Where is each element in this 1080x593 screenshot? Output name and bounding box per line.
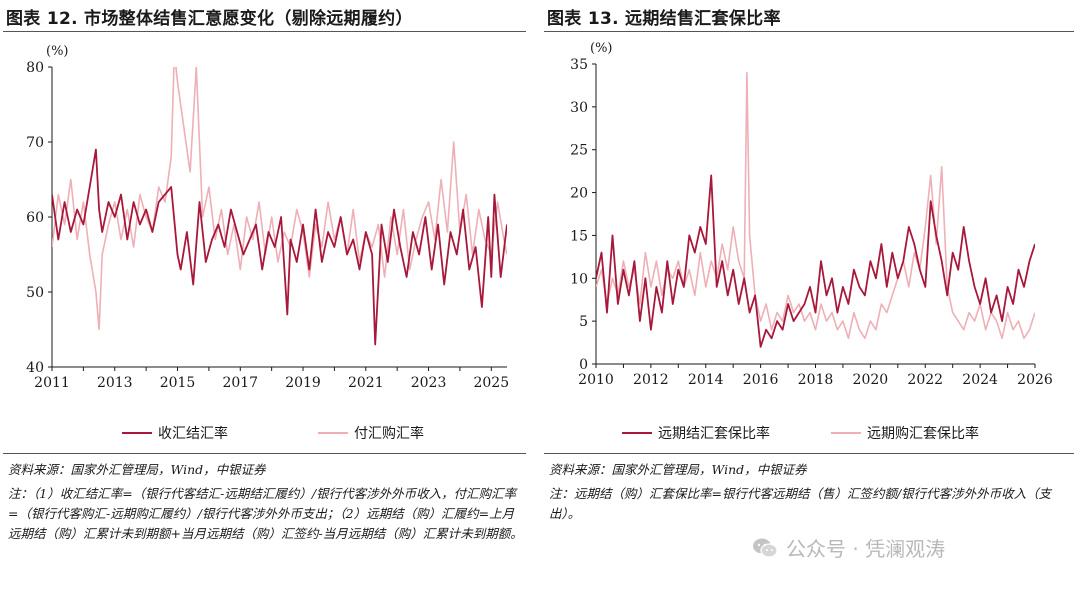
right-y-tick-label: 25	[570, 143, 588, 159]
watermark-text: 公众号 · 凭澜观涛	[786, 537, 946, 561]
right-y-tick-label: 30	[570, 100, 588, 116]
watermark: 公众号 · 凭澜观涛	[752, 533, 945, 562]
left-x-tick-label: 2021	[348, 375, 384, 391]
left-x-tick-label: 2011	[34, 375, 70, 391]
right-legend-swatch-2	[831, 431, 861, 435]
right-series-line-2	[596, 71, 1035, 340]
left-legend-item-1: 收汇结汇率	[122, 423, 228, 443]
right-y-unit-label: (%)	[590, 41, 613, 56]
left-x-tick-label: 2019	[285, 375, 321, 391]
right-x-tick-label: 2018	[798, 372, 834, 388]
right-title-rule	[544, 31, 1074, 32]
left-title-rule	[3, 31, 526, 32]
right-source: 资料来源：国家外汇管理局，Wind，中银证券	[549, 462, 807, 477]
left-chart-title: 图表 12. 市场整体结售汇意愿变化（剔除远期履约）	[6, 9, 413, 29]
right-y-tick-label: 10	[570, 271, 588, 287]
right-legend-item-2: 远期购汇套保比率	[831, 423, 979, 443]
right-note: 注：远期结（购）汇套保比率=银行代客远期结（售）汇签约额/银行代客涉外外币收入（…	[549, 486, 1052, 521]
left-y-tick-label: 80	[26, 60, 44, 76]
right-y-tick-label: 35	[570, 57, 588, 73]
left-source: 资料来源：国家外汇管理局，Wind，中银证券	[8, 462, 266, 477]
left-x-tick-label: 2017	[222, 375, 258, 391]
right-y-tick-label: 15	[570, 228, 588, 244]
left-y-tick-label: 60	[26, 210, 44, 226]
left-x-tick-label: 2013	[97, 375, 133, 391]
right-x-tick-label: 2014	[688, 372, 724, 388]
left-chart-panel: 图表 12. 市场整体结售汇意愿变化（剔除远期履约） 40 50 60 70 80 (%)…	[0, 0, 532, 593]
right-chart-title: 图表 13. 远期结售汇套保比率	[547, 9, 781, 29]
right-x-tick-label: 2010	[578, 372, 614, 388]
right-y-tick-label: 20	[570, 186, 588, 202]
right-x-tick-label: 2024	[962, 372, 998, 388]
left-footer-rule	[3, 453, 526, 454]
right-chart-panel: 图表 13. 远期结售汇套保比率 0 5 10 15 20 25 30 35 (%) 2010 20…	[541, 0, 1080, 593]
left-legend-label-2: 付汇购汇率	[354, 426, 424, 442]
left-legend-swatch-1	[122, 431, 152, 435]
right-chart-plot: 0 5 10 15 20 25 30 35(%) 2010 2012 2014 2016 2018 202…	[570, 41, 1053, 388]
left-y-tick-label: 40	[26, 360, 44, 376]
right-y-tick-label: 5	[579, 314, 588, 330]
left-legend-item-2: 付汇购汇率	[318, 423, 424, 443]
left-legend-label-1: 收汇结汇率	[158, 426, 228, 442]
right-series-line-1	[596, 174, 1035, 348]
right-x-tick-label: 2020	[853, 372, 889, 388]
right-legend-swatch-1	[622, 431, 652, 435]
right-footer-rule	[544, 453, 1074, 454]
right-x-tick-label: 2026	[1017, 372, 1053, 388]
left-y-tick-label: 70	[26, 135, 44, 151]
left-x-tick-label: 2023	[411, 375, 447, 391]
right-y-tick-label: 0	[579, 357, 588, 373]
left-note: 注：（1）收汇结汇率=（银行代客结汇-远期结汇履约）/银行代客涉外外币收入，付汇…	[8, 486, 523, 541]
left-y-tick-label: 50	[26, 285, 44, 301]
right-legend-label-1: 远期结汇套保比率	[658, 426, 770, 442]
right-x-tick-label: 2012	[633, 372, 669, 388]
left-x-tick-label: 2015	[160, 375, 196, 391]
right-x-tick-label: 2022	[907, 372, 943, 388]
left-y-unit-label: (%)	[46, 44, 69, 59]
right-legend-label-2: 远期购汇套保比率	[867, 426, 979, 442]
wechat-icon	[753, 538, 778, 558]
left-series-line-2	[52, 67, 507, 331]
left-series-line-1	[52, 148, 507, 346]
right-x-tick-label: 2016	[743, 372, 779, 388]
left-x-tick-label: 2025	[473, 375, 509, 391]
left-chart-plot: 40 50 60 70 80(%) 2011 2013 2015 2017 2019 2021 202…	[26, 44, 509, 391]
left-legend-swatch-2	[318, 431, 348, 435]
right-legend-item-1: 远期结汇套保比率	[622, 423, 770, 443]
